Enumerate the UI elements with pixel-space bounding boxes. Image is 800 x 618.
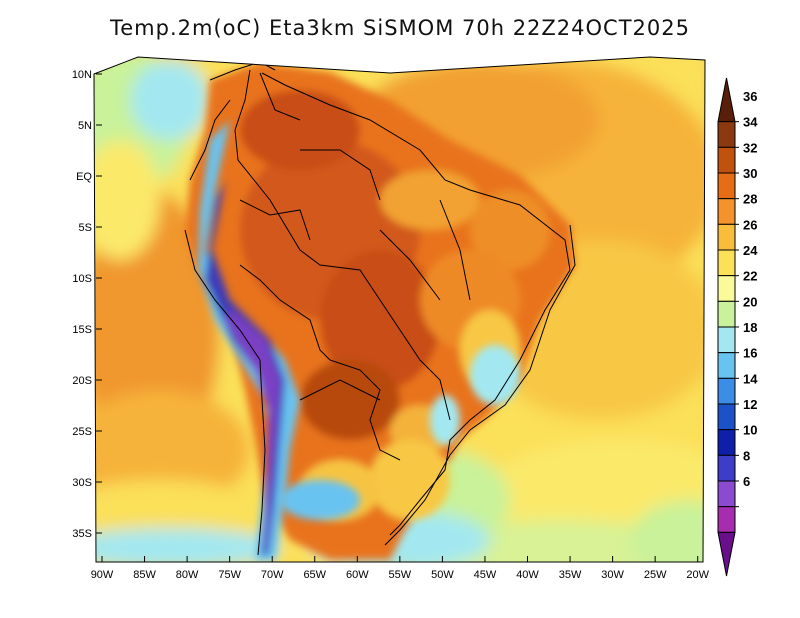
colorbar-segment: [717, 326, 736, 354]
lat-label: 35S: [72, 528, 92, 540]
longitude-axis: 90W 85W 80W 75W 70W 65W 60W 55W 50W 45W 40W 35W 30W 2…: [91, 556, 710, 581]
lon-label: 80W: [176, 569, 199, 581]
colorbar-segment: [717, 429, 736, 456]
colorbar-label: 28: [743, 192, 757, 207]
lat-label: 5S: [79, 222, 92, 234]
lon-label: 30W: [601, 569, 624, 581]
colorbar-label: 22: [743, 269, 757, 284]
colorbar-segment: [717, 377, 736, 405]
lon-label: 65W: [303, 569, 326, 581]
colorbar: 36 34 32 30 28 26 24 22 20 18 16 14 12 10 8 6: [717, 77, 758, 577]
colorbar-segment: [717, 403, 736, 431]
colorbar-segment: [717, 454, 736, 482]
colorbar-label: 36: [743, 89, 757, 104]
lon-label: 45W: [474, 569, 497, 581]
colorbar-cap-bottom: [717, 531, 736, 577]
lat-label: 30S: [72, 477, 92, 489]
colorbar-segment: [717, 300, 736, 328]
colorbar-segment: [717, 172, 736, 200]
colorbar-cap-top: [717, 77, 736, 123]
lon-label: 25W: [644, 569, 667, 581]
colorbar-label: 14: [743, 371, 758, 386]
colorbar-label: 26: [743, 217, 757, 232]
colorbar-label: 20: [743, 294, 757, 309]
lon-label: 90W: [91, 569, 114, 581]
colorbar-label: 16: [743, 346, 757, 361]
lon-label: 40W: [516, 569, 539, 581]
temperature-field: [94, 57, 705, 562]
colorbar-segment: [717, 480, 736, 508]
lat-label: 10N: [72, 69, 92, 81]
lon-label: 70W: [261, 569, 284, 581]
colorbar-label: 12: [743, 397, 757, 412]
latitude-axis: 10N 5N EQ 5S 10S 15S 20S 25S 30S 35S: [72, 69, 102, 540]
map-title: Temp.2m(oC) Eta3km SiSMOM 70h 22Z24OCT20…: [110, 16, 690, 40]
colorbar-segment: [717, 198, 736, 225]
lon-label: 55W: [389, 569, 412, 581]
lon-label: 35W: [559, 569, 582, 581]
lon-label: 20W: [686, 569, 709, 581]
lat-label: EQ: [76, 171, 92, 183]
colorbar-label: 34: [743, 115, 758, 130]
lat-label: 5N: [78, 120, 92, 132]
colorbar-label: 30: [743, 166, 757, 181]
lon-label: 50W: [431, 569, 454, 581]
colorbar-segment: [717, 275, 736, 302]
colorbar-label: 6: [743, 474, 750, 489]
lat-label: 15S: [72, 324, 92, 336]
lon-label: 75W: [218, 569, 241, 581]
colorbar-segment: [717, 146, 736, 174]
colorbar-segment: [717, 249, 736, 277]
lat-label: 25S: [72, 426, 92, 438]
colorbar-label: 32: [743, 140, 757, 155]
colorbar-label: 8: [743, 448, 750, 463]
colorbar-label: 18: [743, 320, 757, 335]
colorbar-segment: [717, 506, 736, 533]
colorbar-label: 24: [743, 243, 758, 258]
colorbar-segment: [717, 121, 736, 148]
lat-label: 10S: [72, 273, 92, 285]
colorbar-segment: [717, 352, 736, 379]
lon-label: 60W: [346, 569, 369, 581]
lon-label: 85W: [133, 569, 156, 581]
lat-label: 20S: [72, 375, 92, 387]
colorbar-label: 10: [743, 423, 757, 438]
colorbar-segment: [717, 223, 736, 251]
